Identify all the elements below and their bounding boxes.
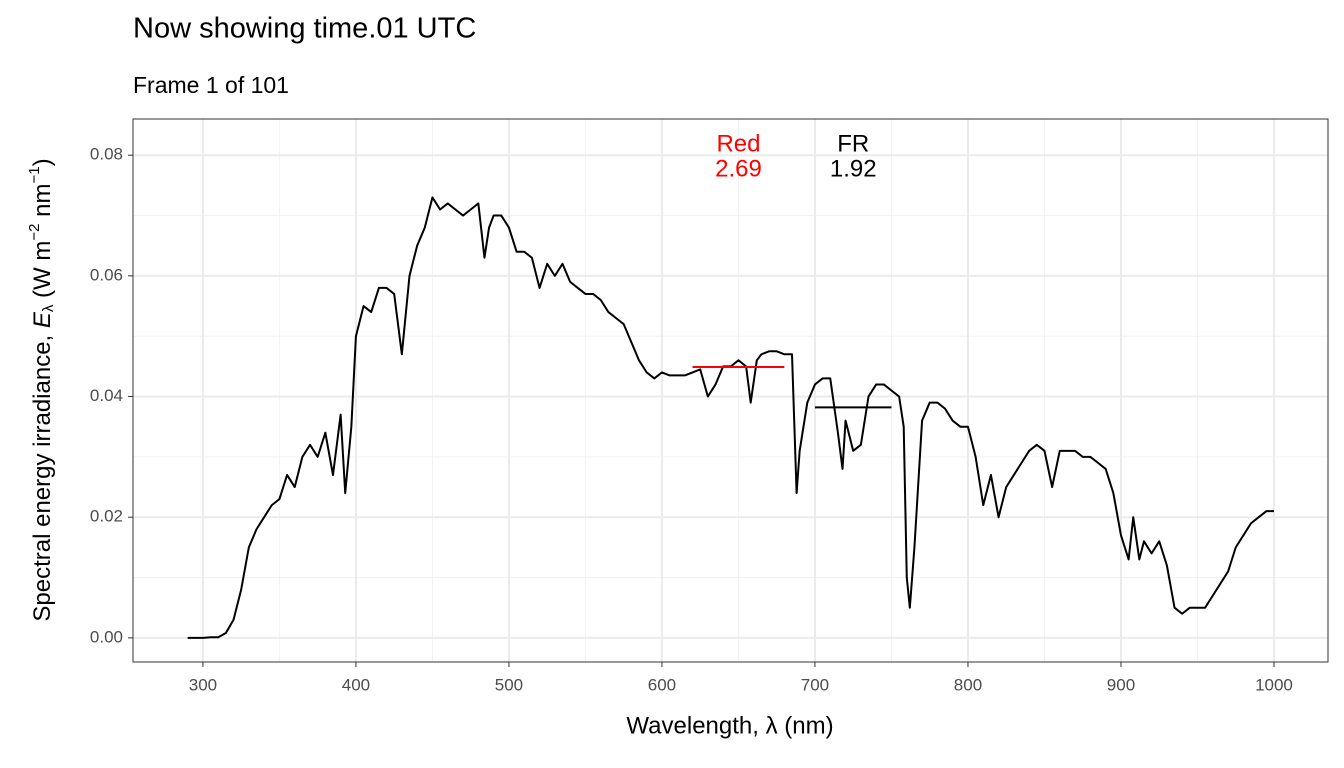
y-tick-label: 0.04 bbox=[90, 386, 123, 405]
x-tick-label: 600 bbox=[648, 675, 676, 694]
y-axis-title-exp: −1 bbox=[26, 166, 43, 183]
x-tick-label: 1000 bbox=[1255, 675, 1293, 694]
y-tick-label: 0.02 bbox=[90, 507, 123, 526]
x-tick-label: 400 bbox=[342, 675, 370, 694]
band-name: FR bbox=[837, 130, 869, 157]
y-axis-title-sub: λ bbox=[40, 304, 57, 312]
x-tick-label: 300 bbox=[189, 675, 217, 694]
y-axis-title-symbol: E bbox=[29, 311, 56, 328]
y-axis-title-unit: nm bbox=[29, 184, 56, 224]
band-value: 1.92 bbox=[830, 155, 877, 182]
y-axis-title-unit: ) bbox=[29, 158, 56, 166]
y-axis-title: Spectral energy irradiance, Eλ (W m−2 nm… bbox=[26, 158, 57, 621]
x-axis-title: Wavelength, λ (nm) bbox=[626, 712, 833, 739]
x-tick-label: 700 bbox=[801, 675, 829, 694]
band-name: Red bbox=[716, 130, 760, 157]
x-tick-label: 800 bbox=[954, 675, 982, 694]
chart-subtitle: Frame 1 of 101 bbox=[133, 72, 289, 98]
plot-border bbox=[132, 118, 1329, 663]
y-tick-label: 0.08 bbox=[90, 145, 123, 164]
band-value: 2.69 bbox=[715, 155, 762, 182]
spectrum-line bbox=[187, 196, 1274, 639]
y-axis-title-text: Spectral energy irradiance, bbox=[29, 328, 56, 621]
x-tick-label: 500 bbox=[495, 675, 523, 694]
chart-title: Now showing time.01 UTC bbox=[133, 13, 476, 45]
y-tick-label: 0.06 bbox=[90, 265, 123, 284]
y-tick-label: 0.00 bbox=[90, 627, 123, 646]
y-axis-title-unit: (W m bbox=[29, 241, 56, 305]
x-tick-label: 900 bbox=[1107, 675, 1135, 694]
y-axis-title-exp: −2 bbox=[26, 224, 43, 241]
